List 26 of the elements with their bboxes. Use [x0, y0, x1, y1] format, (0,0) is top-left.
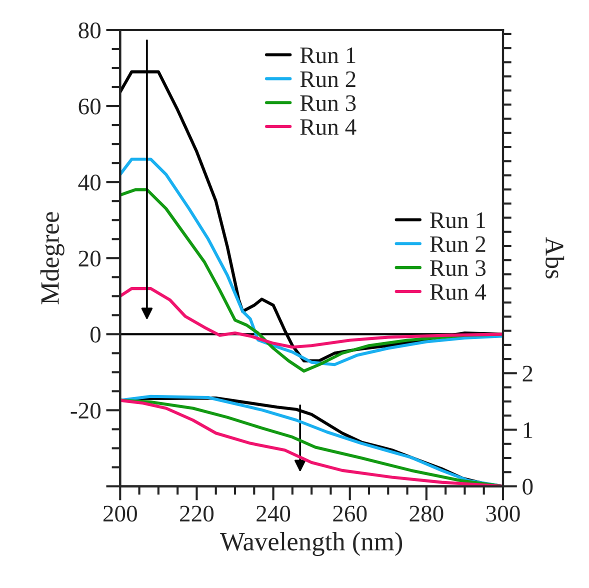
y-tick-label: 20 — [78, 250, 101, 267]
y-tick-label: 0 — [90, 326, 101, 343]
legend-label: Run 4 — [300, 119, 356, 136]
x-axis-title: Wavelength (nm) — [220, 532, 402, 556]
y-tick-label: 40 — [78, 174, 101, 191]
legend-label: Run 2 — [300, 71, 356, 88]
legend-label: Run 3 — [430, 260, 486, 276]
y-tick-label: 1 — [524, 422, 532, 438]
x-tick-label: 240 — [256, 506, 290, 522]
legend-label: Run 3 — [300, 95, 356, 112]
y-tick-label: -20 — [70, 402, 101, 419]
legend-label: Run 2 — [430, 236, 486, 252]
y-tick-label: 0 — [522, 478, 533, 495]
y-tick-label: 60 — [78, 98, 101, 114]
y-tick-label: 80 — [78, 22, 101, 38]
y-axis-title: Abs — [546, 237, 564, 278]
x-tick-label: 300 — [486, 506, 520, 522]
x-tick-label: 280 — [410, 506, 444, 522]
x-tick-label: 220 — [180, 506, 214, 522]
x-tick-label: 200 — [103, 506, 137, 522]
y-tick-label: 2 — [522, 366, 532, 382]
legend-label: Run 4 — [430, 284, 486, 300]
legend-label: Run 1 — [300, 47, 356, 64]
y-axis-title: Mdegree — [40, 212, 64, 304]
x-tick-label: 260 — [333, 506, 367, 522]
legend-label: Run 1 — [430, 212, 486, 228]
